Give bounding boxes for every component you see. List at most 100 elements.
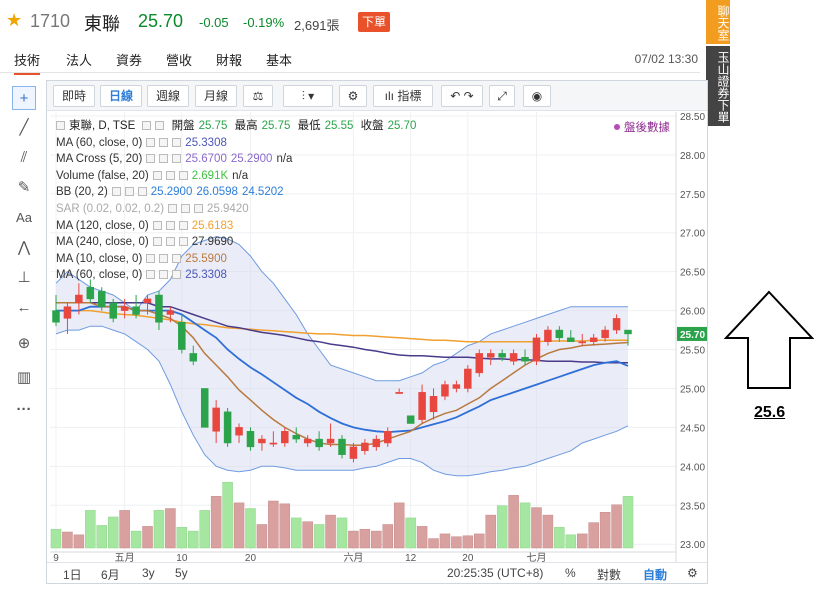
legend-ctl-icon[interactable]	[159, 154, 169, 164]
collapse-icon[interactable]	[56, 121, 65, 130]
realtime-button[interactable]: 即時	[53, 85, 95, 107]
legend-ctl-icon[interactable]	[137, 187, 147, 197]
legend-ctl-icon[interactable]	[159, 270, 169, 280]
legend-ctl-icon[interactable]	[152, 220, 162, 230]
candle-body	[544, 329, 552, 342]
percent-scale-toggle[interactable]: %	[565, 566, 576, 580]
volume-bar	[348, 530, 359, 549]
legend-ctl-icon[interactable]	[178, 220, 188, 230]
candle-body	[155, 294, 163, 323]
legend-ctl-icon[interactable]	[194, 203, 204, 213]
after-hours-dot-icon	[614, 124, 620, 130]
legend-ctl-icon[interactable]	[172, 253, 182, 263]
after-hours-label[interactable]: 盤後數據	[614, 119, 670, 135]
candle-body	[166, 310, 175, 315]
legend-ctl-icon[interactable]	[172, 137, 182, 147]
candle-body	[212, 407, 220, 432]
tab-margin[interactable]: 資券	[116, 53, 143, 68]
fullscreen-icon[interactable]: ⤢	[489, 85, 515, 107]
legend-ctl-icon[interactable]	[181, 203, 191, 213]
fib-tool-icon[interactable]: ⫽	[20, 149, 28, 166]
undo-redo-icon[interactable]: ↶ ↷	[441, 85, 483, 107]
chart-type-icon[interactable]: ⫶ ▾	[283, 85, 333, 107]
trend-line-tool-icon[interactable]: ╱	[19, 119, 29, 136]
chatroom-button[interactable]: 聊天室	[706, 0, 730, 44]
indicators-button[interactable]: ılı 指標	[373, 85, 433, 107]
snapshot-camera-icon[interactable]: ◉	[523, 85, 551, 107]
tab-institutional[interactable]: 法人	[66, 53, 93, 68]
range-3y[interactable]: 3y	[142, 566, 155, 580]
legend-row-label[interactable]: MA (120, close, 0)	[56, 219, 149, 232]
volume-bar	[188, 530, 199, 549]
legend-row-label[interactable]: Volume (false, 20)	[56, 169, 149, 182]
volume-bar	[382, 524, 394, 549]
broker-order-button[interactable]: 玉山證券下單	[706, 46, 730, 126]
legend-ctl-icon[interactable]	[146, 154, 156, 164]
arrow-left-tool-icon[interactable]: ←	[16, 299, 32, 316]
legend-ctl-icon[interactable]	[178, 170, 188, 180]
favorite-star-icon[interactable]: ★	[6, 10, 23, 30]
volume-bar	[279, 503, 291, 549]
legend-row-label[interactable]: MA (60, close, 0)	[56, 269, 143, 282]
scale-settings-icon[interactable]: ⚙	[687, 566, 698, 580]
legend-ctl-icon[interactable]	[178, 237, 188, 247]
daily-button[interactable]: 日線	[100, 85, 142, 107]
legend-row-label[interactable]: SAR (0.02, 0.02, 0.2)	[56, 202, 165, 215]
settings-gear-icon[interactable]: ⚙	[339, 85, 367, 107]
tab-basic[interactable]: 基本	[266, 53, 293, 68]
legend-ctl-icon[interactable]	[146, 253, 156, 263]
range-1d[interactable]: 1日	[63, 568, 82, 582]
more-tools-icon[interactable]: ···	[16, 401, 32, 418]
legend-ctl-icon[interactable]	[146, 137, 156, 147]
legend-ctl-icon[interactable]	[155, 121, 165, 130]
monthly-button[interactable]: 月線	[195, 85, 237, 107]
tab-revenue[interactable]: 營收	[166, 53, 193, 68]
legend-ctl-icon[interactable]	[124, 187, 134, 197]
legend-row-label[interactable]: MA (60, close, 0)	[56, 136, 143, 149]
legend-ctl-icon[interactable]	[165, 220, 175, 230]
candle-body	[223, 411, 232, 444]
legend-ctl-icon[interactable]	[152, 237, 162, 247]
legend-ctl-icon[interactable]	[172, 154, 182, 164]
range-6m[interactable]: 6月	[101, 568, 120, 582]
measure-tool-icon[interactable]: ⊥	[17, 269, 31, 286]
text-tool-icon[interactable]: Aa	[16, 210, 32, 225]
ruler-tool-icon[interactable]: ▥	[16, 369, 32, 386]
zoom-in-tool-icon[interactable]: ⊕	[17, 335, 31, 352]
legend-ctl-icon[interactable]	[142, 121, 152, 130]
legend-row-label[interactable]: MA Cross (5, 20)	[56, 153, 143, 166]
log-scale-toggle[interactable]: 對數	[597, 568, 622, 582]
candle-body	[395, 392, 403, 394]
pattern-tool-icon[interactable]: ⋀	[17, 239, 31, 256]
auto-scale-toggle[interactable]: 自動	[643, 568, 668, 582]
candle-body	[258, 438, 266, 444]
legend-ctl-icon[interactable]	[172, 270, 182, 280]
brush-tool-icon[interactable]: ✎	[17, 179, 31, 196]
range-5y[interactable]: 5y	[175, 566, 188, 580]
volume-bar	[176, 527, 188, 549]
legend-row: MA Cross (5, 20) 25.6700 25.2900 n/a	[56, 151, 616, 168]
legend-ctl-icon[interactable]	[159, 253, 169, 263]
order-button[interactable]: 下單	[358, 12, 390, 32]
legend-ctl-icon[interactable]	[111, 187, 121, 197]
tab-technical[interactable]: 技術	[14, 50, 41, 75]
legend-row-value: 25.6700	[185, 153, 227, 166]
candle-body	[52, 310, 60, 323]
volume-bar	[245, 508, 256, 549]
candle-body	[361, 442, 369, 452]
crosshair-tool-icon[interactable]: +	[12, 86, 36, 110]
legend-ctl-icon[interactable]	[159, 137, 169, 147]
tab-financials[interactable]: 財報	[216, 53, 243, 68]
legend-row-label[interactable]: BB (20, 2)	[56, 186, 108, 199]
legend-ctl-icon[interactable]	[165, 237, 175, 247]
legend-low: 25.55	[324, 120, 354, 132]
legend-ctl-icon[interactable]	[146, 270, 156, 280]
compare-scale-icon[interactable]: ⚖	[243, 85, 273, 107]
legend-ctl-icon[interactable]	[168, 203, 178, 213]
legend-row-label[interactable]: MA (10, close, 0)	[56, 252, 143, 265]
legend-ctl-icon[interactable]	[165, 170, 175, 180]
legend-ctl-icon[interactable]	[152, 170, 162, 180]
weekly-button[interactable]: 週線	[147, 85, 189, 107]
legend-row-label[interactable]: MA (240, close, 0)	[56, 236, 149, 249]
